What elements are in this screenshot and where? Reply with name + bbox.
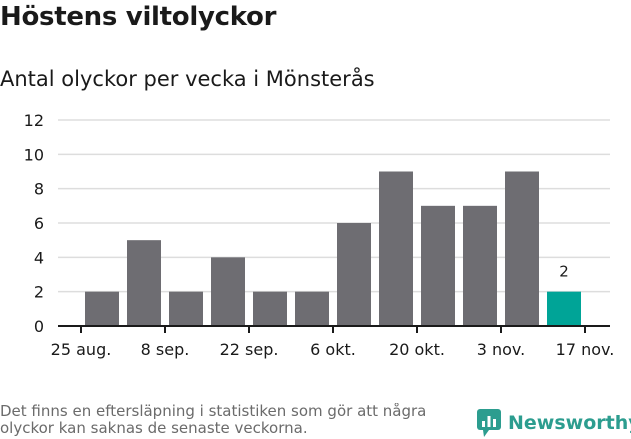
footnote: Det finns en eftersläpning i statistiken…	[0, 403, 427, 437]
bar	[505, 171, 539, 326]
y-tick-label: 12	[24, 111, 44, 130]
bar	[295, 291, 329, 326]
chart-title: Höstens viltolyckor	[0, 2, 277, 32]
x-axis-labels: 25 aug. 8 sep. 22 sep. 6 okt. 20 okt. 3 nov. 1…	[51, 326, 615, 359]
x-tick-label: 8 sep.	[141, 340, 190, 359]
brand-name: Newsworthy	[508, 412, 631, 434]
bars	[85, 171, 581, 326]
newsworthy-logo-icon	[477, 409, 501, 437]
y-tick-label: 6	[34, 214, 44, 233]
x-tick-label: 20 okt.	[389, 340, 445, 359]
bar	[127, 240, 161, 326]
data-label: 2	[559, 263, 569, 281]
x-tick-label: 17 nov.	[556, 340, 615, 359]
brand[interactable]: Newsworthy	[476, 408, 631, 438]
y-tick-label: 2	[34, 283, 44, 302]
annotations: 2	[559, 263, 569, 281]
y-tick-label: 8	[34, 180, 44, 199]
chart-subtitle: Antal olyckor per vecka i Mönsterås	[0, 67, 375, 91]
bar	[253, 291, 287, 326]
bar	[337, 223, 371, 326]
y-tick-label: 4	[34, 248, 44, 267]
bar	[169, 291, 203, 326]
y-tick-label: 0	[34, 317, 44, 336]
y-tick-label: 10	[24, 145, 44, 164]
bar	[463, 205, 497, 326]
x-tick-label: 3 nov.	[477, 340, 526, 359]
bar	[547, 291, 581, 326]
bar	[421, 205, 455, 326]
bar	[85, 291, 119, 326]
y-axis-labels: 0 2 4 6 8 10 12	[24, 111, 44, 336]
x-tick-label: 22 sep.	[220, 340, 279, 359]
x-tick-label: 25 aug.	[51, 340, 112, 359]
x-tick-label: 6 okt.	[310, 340, 356, 359]
bar-chart: 0 2 4 6 8 10 12 25 aug. 8 sep. 22 sep. 6 okt. 20 o…	[24, 111, 615, 359]
bar	[211, 257, 245, 326]
bar	[379, 171, 413, 326]
